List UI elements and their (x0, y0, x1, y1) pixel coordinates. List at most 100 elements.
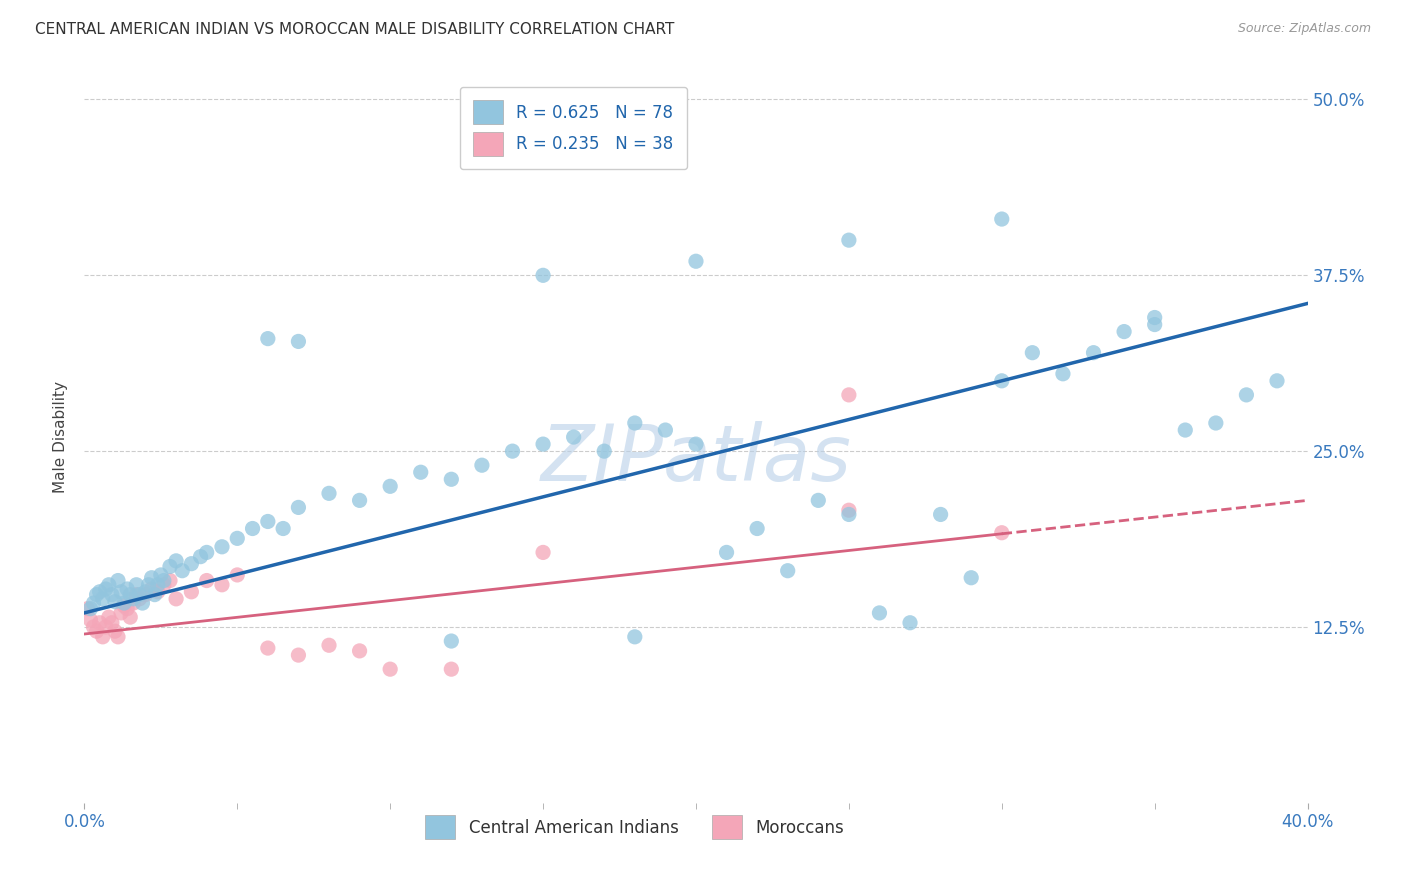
Text: ZIPatlas: ZIPatlas (540, 421, 852, 497)
Point (91, 591, 114, 606)
Point (131, 596, 153, 610)
Point (838, 503, 860, 517)
Point (101, 615, 124, 630)
Point (226, 532, 249, 546)
Point (128, 588, 150, 602)
Point (318, 486, 340, 500)
Point (97, 610, 120, 624)
Point (1205, 416, 1227, 430)
Point (471, 458, 494, 473)
Point (257, 515, 280, 529)
Point (89, 615, 111, 630)
Point (531, 268, 554, 283)
Text: Source: ZipAtlas.com: Source: ZipAtlas.com (1237, 22, 1371, 36)
Point (110, 584, 132, 599)
Point (380, 662, 402, 676)
Point (807, 493, 830, 508)
Point (1236, 388, 1258, 402)
Point (135, 584, 157, 599)
Point (135, 588, 157, 602)
Point (76, 601, 98, 615)
Point (94, 620, 117, 634)
Point (146, 578, 169, 592)
Point (593, 444, 616, 458)
Point (991, 374, 1014, 388)
Point (165, 591, 187, 606)
Point (1143, 318, 1166, 332)
Point (86, 624, 108, 639)
Point (898, 615, 921, 630)
Point (112, 599, 135, 613)
Point (1052, 367, 1074, 381)
Point (104, 595, 127, 609)
Point (115, 582, 138, 596)
Point (97, 578, 120, 592)
Point (141, 571, 163, 585)
Point (112, 596, 135, 610)
Point (380, 479, 402, 493)
Y-axis label: Male Disability: Male Disability (53, 381, 69, 493)
Point (440, 472, 463, 486)
Point (226, 568, 249, 582)
Point (531, 437, 554, 451)
Point (165, 554, 187, 568)
Point (110, 606, 132, 620)
Point (838, 508, 860, 522)
Point (531, 545, 554, 559)
Point (838, 233, 860, 247)
Point (440, 662, 463, 676)
Point (869, 606, 891, 620)
Point (120, 610, 142, 624)
Point (180, 557, 202, 571)
Point (143, 588, 166, 602)
Point (141, 582, 163, 596)
Point (138, 578, 160, 592)
Point (562, 430, 585, 444)
Point (271, 521, 294, 535)
Point (349, 493, 371, 508)
Point (1083, 345, 1105, 359)
Point (79, 613, 101, 627)
Point (287, 500, 309, 515)
Point (159, 574, 181, 588)
Point (211, 540, 233, 554)
Point (991, 212, 1014, 227)
Point (1174, 423, 1197, 437)
Point (1143, 310, 1166, 325)
Point (242, 521, 264, 535)
Point (440, 634, 463, 648)
Point (159, 559, 181, 574)
Point (838, 388, 860, 402)
Point (83, 620, 105, 634)
Point (747, 521, 769, 535)
Point (125, 588, 148, 602)
Point (101, 588, 124, 602)
Point (146, 584, 169, 599)
Point (257, 641, 280, 656)
Point (180, 584, 202, 599)
Point (929, 508, 952, 522)
Point (104, 624, 127, 639)
Point (172, 564, 194, 578)
Point (122, 591, 145, 606)
Point (960, 571, 983, 585)
Point (83, 596, 105, 610)
Point (94, 582, 117, 596)
Point (716, 545, 738, 559)
Point (120, 588, 142, 602)
Point (502, 444, 524, 458)
Point (86, 588, 108, 602)
Point (79, 601, 101, 615)
Point (125, 578, 148, 592)
Point (153, 578, 176, 592)
Point (776, 564, 799, 578)
Point (318, 638, 340, 652)
Point (89, 584, 111, 599)
Point (128, 591, 150, 606)
Point (685, 437, 707, 451)
Point (624, 416, 647, 430)
Point (624, 630, 647, 644)
Point (349, 644, 371, 658)
Legend: Central American Indians, Moroccans: Central American Indians, Moroccans (419, 809, 851, 846)
Point (190, 549, 212, 564)
